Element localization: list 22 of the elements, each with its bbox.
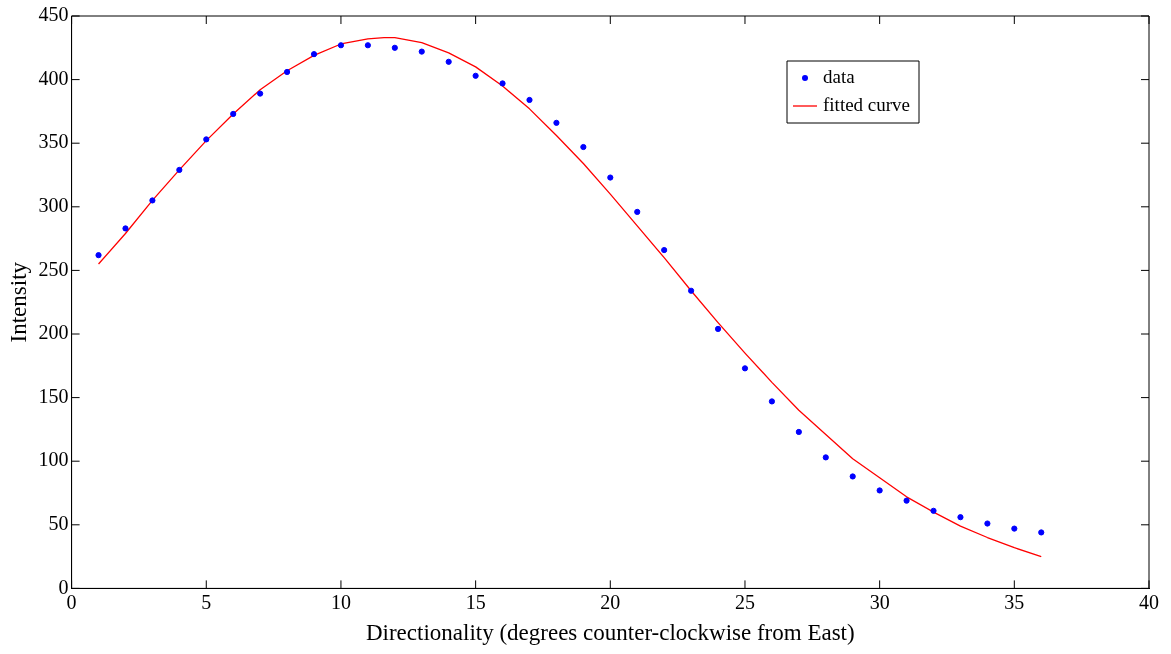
y-tick-label: 250: [38, 257, 69, 280]
y-tick-label: 400: [38, 66, 69, 89]
y-tick-label: 0: [58, 575, 69, 598]
y-tick-label: 200: [38, 321, 69, 344]
x-tick-label: 35: [1004, 590, 1025, 613]
y-tick-label: 350: [38, 130, 69, 153]
x-tick-label: 15: [465, 590, 486, 613]
legend-label: data: [823, 65, 856, 87]
y-tick-label: 150: [38, 384, 69, 407]
x-tick-label: 25: [734, 590, 755, 613]
x-tick-label: 40: [1139, 590, 1159, 613]
x-tick-label: 30: [869, 590, 890, 613]
y-tick-label: 300: [38, 194, 69, 217]
x-tick-label: 20: [600, 590, 621, 613]
y-axis-title: Intensity: [5, 261, 31, 343]
x-tick-label: 10: [330, 590, 351, 613]
x-tick-label: 5: [201, 590, 212, 613]
y-tick-label: 50: [48, 512, 69, 535]
y-tick-label: 100: [38, 448, 69, 471]
legend-label: fitted curve: [823, 93, 911, 115]
y-tick-label: 450: [38, 3, 69, 26]
x-axis-title: Directionality (degrees counter-clockwise from East): [365, 620, 855, 646]
